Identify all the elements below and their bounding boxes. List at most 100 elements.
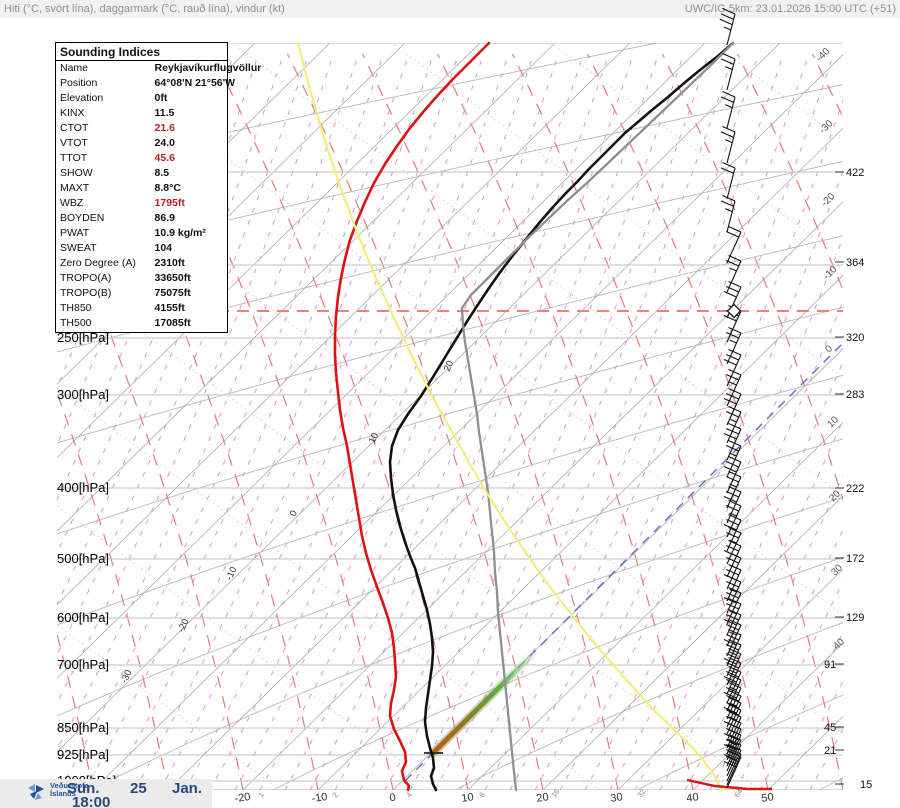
index-row: WBZ 1795ft bbox=[56, 196, 227, 211]
index-label: SWEAT bbox=[60, 242, 97, 254]
cape-segment bbox=[430, 652, 535, 756]
height-label: 45 bbox=[824, 722, 836, 734]
right-isotherm-label: 0 bbox=[823, 343, 835, 355]
sounding-indices-panel: Sounding Indices Name Reykjavíkurflugvöll… bbox=[55, 42, 261, 333]
index-value: 86.9 bbox=[154, 212, 175, 224]
index-label: PWAT bbox=[60, 227, 90, 239]
mixing-ratio-label: 32 bbox=[635, 787, 647, 799]
index-value: 17085ft bbox=[154, 317, 191, 329]
mixing-ratio-label: 64 bbox=[732, 787, 744, 799]
temp-axis-label: 20 bbox=[536, 791, 550, 805]
parcel-gray-curve bbox=[460, 41, 735, 792]
index-row: Zero Degree (A) 2310ft bbox=[56, 256, 227, 271]
legend-text: Hiti (°C, svört lína), daggarmark (°C, r… bbox=[4, 3, 285, 15]
index-value: 1795ft bbox=[154, 197, 185, 209]
index-value: 33650ft bbox=[154, 272, 191, 284]
footer-time: 18:00 bbox=[72, 794, 111, 808]
mixing-ratio-label: 4 bbox=[404, 791, 414, 800]
index-row: TROPO(A) 33650ft bbox=[56, 271, 227, 286]
pressure-label: 925[hPa] bbox=[57, 747, 109, 762]
pressure-label: 250[hPa] bbox=[57, 330, 109, 345]
index-label: TROPO(B) bbox=[60, 287, 112, 299]
dewpoint-red-curve bbox=[333, 41, 491, 792]
pressure-label: 500[hPa] bbox=[57, 551, 109, 566]
index-row: SWEAT 104 bbox=[56, 241, 227, 256]
right-isotherm-label: -30 bbox=[817, 118, 835, 136]
panel-title: Sounding Indices bbox=[56, 43, 227, 61]
right-isotherm-label: -40 bbox=[814, 46, 832, 64]
index-row: Name Reykjavíkurflugvöllur bbox=[56, 61, 261, 76]
index-label: MAXT bbox=[60, 182, 90, 194]
index-label: Elevation bbox=[60, 92, 104, 104]
index-label: TROPO(A) bbox=[60, 272, 112, 284]
height-label: 15 bbox=[860, 779, 872, 791]
height-label: 91 bbox=[824, 659, 836, 671]
right-isotherm-label: 10 bbox=[825, 414, 841, 430]
top-info-bar: Hiti (°C, svört lína), daggarmark (°C, r… bbox=[0, 0, 900, 18]
index-value: 45.6 bbox=[154, 152, 175, 164]
temp-axis-label: 10 bbox=[461, 791, 475, 805]
temp-axis-label: 0 bbox=[389, 792, 397, 805]
height-label: 283 bbox=[846, 389, 864, 401]
logo-text: Veðurstofa Íslands bbox=[50, 781, 89, 798]
index-value: 24.0 bbox=[154, 137, 175, 149]
height-label: 320 bbox=[846, 332, 864, 344]
footer-weekday: Sun. bbox=[67, 780, 100, 797]
index-label: Zero Degree (A) bbox=[60, 257, 136, 269]
index-label: WBZ bbox=[60, 197, 84, 209]
height-label: 21 bbox=[824, 745, 836, 757]
temp-axis-label: -20 bbox=[234, 791, 251, 805]
height-label: 422 bbox=[846, 167, 864, 179]
temp-axis-label: 30 bbox=[610, 791, 624, 805]
index-value: 11.5 bbox=[154, 107, 175, 119]
wind-barbs bbox=[719, 7, 742, 789]
index-value: 2310ft bbox=[154, 257, 185, 269]
index-row: PWAT 10.9 kg/m² bbox=[56, 226, 227, 241]
adiabat-label: 10 bbox=[367, 431, 381, 445]
mixing-ratio-label: 8 bbox=[477, 791, 487, 800]
index-row: VTOT 24.0 bbox=[56, 136, 227, 151]
index-value: 0ft bbox=[154, 92, 168, 104]
height-label: 364 bbox=[846, 257, 864, 269]
adiabat-label: -10 bbox=[224, 565, 240, 582]
height-label: 172 bbox=[846, 553, 864, 565]
pressure-label: 700[hPa] bbox=[57, 657, 109, 672]
index-value: 10.9 kg/m² bbox=[154, 227, 206, 239]
model-run-text: UWC/IG 5km: 23.01.2026 15:00 UTC (+51) bbox=[684, 3, 896, 15]
index-value: 75075ft bbox=[154, 287, 191, 299]
adiabat-label: 0 bbox=[288, 509, 300, 518]
tropopause-diamond bbox=[726, 303, 742, 319]
footer-day: 25 bbox=[130, 780, 147, 797]
adiabat-label: -30 bbox=[119, 668, 135, 685]
right-isotherm-label: -10 bbox=[821, 264, 839, 282]
index-row: Elevation 0ft bbox=[56, 91, 227, 106]
index-label: KINX bbox=[60, 107, 85, 119]
mixing-ratio-label: 1 bbox=[256, 791, 266, 800]
index-label: SHOW bbox=[60, 167, 93, 179]
index-row: TH850 4155ft bbox=[56, 301, 227, 316]
right-isotherm-label: -20 bbox=[819, 191, 837, 209]
index-label: VTOT bbox=[60, 137, 88, 149]
index-label: TH850 bbox=[60, 302, 92, 314]
temp-axis-label: -10 bbox=[311, 791, 328, 805]
temp-axis-label: 40 bbox=[686, 791, 700, 805]
index-row: BOYDEN 86.9 bbox=[56, 211, 227, 226]
index-label: TTOT bbox=[60, 152, 88, 164]
mixing-ratio-label: 16 bbox=[549, 787, 561, 799]
isa-yellow-curve bbox=[296, 41, 724, 792]
index-row: CTOT 21.6 bbox=[56, 121, 227, 136]
adiabat-label: -20 bbox=[176, 617, 192, 634]
footer-month: Jan. bbox=[172, 780, 203, 797]
index-value: 8.8°C bbox=[154, 182, 181, 194]
adiabat-label: 20 bbox=[442, 359, 456, 373]
index-value: 21.6 bbox=[154, 122, 175, 134]
pressure-label: 850[hPa] bbox=[57, 720, 109, 735]
index-row: TTOT 45.6 bbox=[56, 151, 227, 166]
index-row: MAXT 8.8°C bbox=[56, 181, 227, 196]
index-value: 8.5 bbox=[154, 167, 170, 179]
index-label: Name bbox=[60, 62, 89, 74]
index-value: 64°08'N 21°56'W bbox=[154, 77, 236, 89]
pressure-label: 300[hPa] bbox=[57, 387, 109, 402]
